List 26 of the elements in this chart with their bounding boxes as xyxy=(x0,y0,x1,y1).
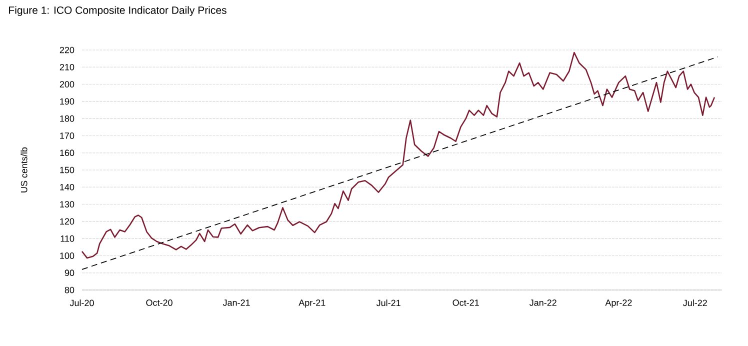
y-tick-label: 170 xyxy=(60,132,74,139)
y-tick-label: 160 xyxy=(60,150,74,156)
y-tick-label: 180 xyxy=(60,115,74,122)
y-tick-label: 150 xyxy=(60,166,74,174)
x-tick-label: Jul-22 xyxy=(683,300,707,306)
chart-title: Figure 1: ICO Composite Indicator Daily Prices xyxy=(9,6,226,16)
y-tick-label: 100 xyxy=(60,252,74,259)
y-tick-label: 80 xyxy=(64,286,74,294)
x-tick-label: Jan-22 xyxy=(529,300,556,306)
y-tick-label: 110 xyxy=(60,235,74,242)
y-tick-label: 190 xyxy=(60,98,74,105)
y-tick-label: 120 xyxy=(60,218,74,225)
x-tick-label: Jul-21 xyxy=(376,300,400,306)
y-tick-label: 210 xyxy=(60,64,74,70)
x-tick-label: Oct-21 xyxy=(452,300,479,306)
y-tick-label: 140 xyxy=(60,184,74,190)
x-tick-label: Jan-21 xyxy=(222,300,250,306)
x-tick-label: Jul-20 xyxy=(70,300,94,306)
y-tick-label: 200 xyxy=(60,81,74,88)
x-tick-label: Apr-21 xyxy=(298,300,326,308)
y-tick-label: 220 xyxy=(60,46,74,54)
x-tick-label: Apr-22 xyxy=(605,300,632,308)
y-tick-label: 90 xyxy=(64,270,74,276)
y-axis-title: US cents/lb xyxy=(20,147,28,192)
x-tick-label: Oct-20 xyxy=(146,300,172,306)
y-tick-label: 130 xyxy=(60,201,74,208)
